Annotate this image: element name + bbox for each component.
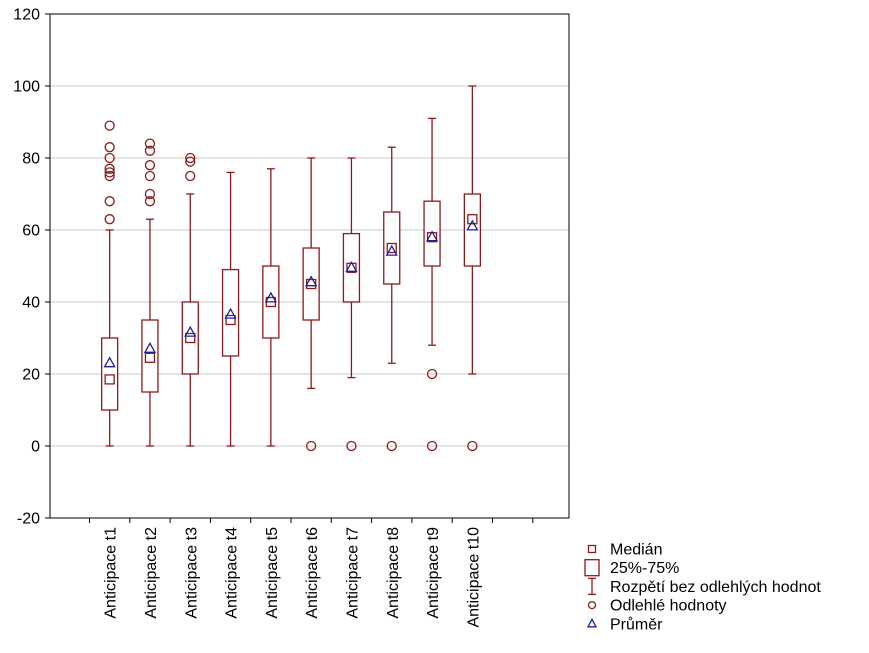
iqr-box: [221, 268, 240, 357]
iqr-box: [383, 211, 401, 285]
legend-box-icon: [584, 559, 600, 577]
iqr-box: [141, 319, 159, 393]
mean-marker: [143, 341, 157, 353]
outlier-point: [185, 170, 196, 182]
x-tick-label: Anticipace t1: [103, 527, 120, 619]
median-marker: [104, 374, 115, 385]
box-group: [383, 146, 401, 452]
box-group: [342, 157, 361, 452]
median-marker: [144, 352, 156, 363]
mean-marker: [425, 230, 439, 242]
plot-frame: [49, 13, 570, 519]
outlier-point: [426, 368, 438, 380]
legend-mean-icon: [586, 617, 598, 628]
y-tick-label: 20: [22, 367, 40, 384]
mean-marker: [184, 325, 197, 337]
mean-marker: [264, 291, 277, 303]
outlier-point: [104, 142, 115, 153]
legend-item: 25%-75%: [584, 559, 679, 577]
box-group: [101, 120, 119, 447]
outlier-point: [185, 152, 196, 164]
box-group: [181, 152, 199, 447]
x-tick-label: Anticipace t5: [264, 527, 281, 619]
outlier-point: [386, 440, 397, 452]
outlier-point: [185, 156, 196, 167]
x-tick-label: Anticipace t10: [465, 527, 482, 628]
outlier-point: [144, 145, 156, 156]
iqr-box: [101, 337, 119, 411]
median-marker: [467, 214, 478, 225]
box-group: [302, 157, 320, 452]
legend-outlier-icon: [587, 600, 597, 610]
x-tick-label: Anticipace t8: [385, 527, 402, 619]
x-tick-label: Anticipace t3: [183, 527, 200, 619]
x-tick-label: Anticipace t2: [143, 527, 160, 619]
y-tick-label: -20: [17, 511, 40, 528]
legend-item: Odlehlé hodnoty: [587, 598, 727, 615]
x-tick-label: Anticipace t4: [224, 527, 241, 619]
outlier-point: [305, 440, 317, 452]
box-group: [141, 138, 159, 447]
median-marker: [225, 314, 236, 326]
mean-marker: [224, 307, 237, 319]
y-tick-label: 40: [22, 295, 40, 312]
x-tick-label: Anticipace t7: [344, 527, 361, 619]
median-marker: [386, 242, 397, 254]
legend-label: 25%-75%: [610, 560, 679, 577]
box-marks: [101, 85, 482, 452]
outlier-point: [104, 120, 115, 131]
y-tick-label: 100: [13, 79, 40, 96]
iqr-box: [302, 247, 320, 321]
outlier-point: [104, 163, 115, 174]
mean-marker: [345, 260, 358, 272]
median-marker: [185, 332, 196, 344]
outlier-point: [144, 170, 156, 182]
mean-marker: [466, 219, 479, 231]
legend-label: Průměr: [610, 615, 663, 633]
iqr-box: [423, 200, 441, 267]
legend-item: Medián: [587, 542, 662, 559]
legend-item: Rozpětí bez odlehlých hodnot: [588, 577, 821, 596]
x-tick-label: Anticipace t9: [425, 527, 442, 619]
mean-marker: [385, 244, 398, 256]
legend-label: Odlehlé hodnoty: [610, 598, 727, 615]
outlier-point: [104, 170, 115, 182]
outlier-point: [346, 440, 357, 452]
y-tick-label: 0: [31, 439, 40, 456]
x-tick-label: Anticipace t6: [304, 527, 321, 619]
box-group: [221, 171, 240, 447]
legend-label: Medián: [610, 542, 662, 559]
outlier-point: [104, 214, 115, 225]
outlier-point: [104, 196, 115, 207]
y-tick-label: 60: [22, 223, 40, 240]
outlier-point: [467, 440, 478, 452]
legend-item: Průměr: [586, 615, 663, 633]
y-tick-label: 120: [13, 7, 40, 24]
iqr-box: [181, 301, 199, 375]
box-group: [423, 117, 441, 452]
outlier-point: [104, 167, 115, 178]
legend-median-icon: [587, 544, 597, 554]
outlier-point: [144, 188, 156, 200]
outlier-point: [104, 152, 115, 164]
iqr-box: [342, 232, 361, 303]
outlier-point: [144, 138, 156, 149]
outlier-point: [144, 196, 156, 207]
outlier-point: [426, 440, 438, 452]
box-group: [262, 168, 280, 447]
mean-marker: [305, 275, 318, 287]
y-tick-label: 80: [22, 151, 40, 168]
mean-marker: [103, 356, 116, 368]
axes: -20 0 20 40 60 80 100 120 Anticipace t1 Anticipac…: [13, 7, 534, 628]
box-group: [463, 85, 482, 452]
outlier-point: [144, 160, 156, 171]
legend-label: Rozpětí bez odlehlých hodnot: [610, 579, 821, 596]
